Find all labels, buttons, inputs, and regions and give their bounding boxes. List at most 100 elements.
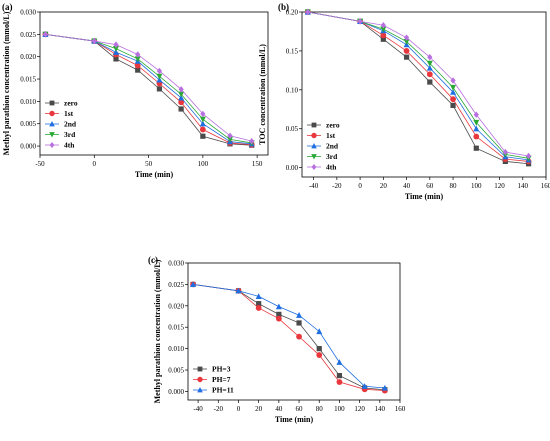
legend-label: PH=3 [212, 365, 231, 374]
legend-label: 4th [64, 141, 75, 150]
data-point-2nd [450, 88, 457, 95]
legend-label: 1st [64, 109, 74, 118]
x-axis-label: Time (min) [275, 415, 314, 424]
y-tick-label: 0.025 [168, 281, 184, 289]
x-tick-label: 0 [237, 405, 241, 413]
panel-b-toc-cycles: -40 -20 0 20 40 60 80 100 120 140 160 0.00 0.05 0.10 0… [258, 2, 550, 201]
x-axis-label: Time (min) [135, 170, 174, 179]
data-point-4th [525, 152, 532, 160]
data-point-2nd [156, 76, 163, 83]
data-point-zero [156, 86, 163, 92]
x-tick-label: 60 [426, 182, 434, 190]
y-tick-label: 0.000 [168, 388, 184, 396]
data-point-PH=7 [336, 379, 343, 385]
data-point-4th [200, 110, 206, 118]
data-point-zero [403, 54, 410, 60]
legend-label: 2nd [326, 142, 339, 151]
x-tick-label: -40 [193, 405, 203, 413]
y-tick-label: 0.015 [20, 76, 36, 84]
y-tick-label: 0.00 [286, 164, 299, 172]
data-point-PH=3 [296, 320, 302, 326]
data-point-PH=3 [336, 372, 343, 379]
panel-label: (b) [278, 2, 289, 12]
data-point-3rd [156, 73, 163, 80]
x-tick-label: 100 [334, 405, 345, 413]
data-point-2nd [426, 64, 433, 71]
data-point-1st [199, 126, 206, 133]
y-tick-label: 0.05 [286, 125, 299, 133]
data-point-2nd [473, 125, 480, 132]
series-line-4th [45, 33, 252, 142]
plot-frame [187, 262, 401, 401]
data-point-4th [473, 111, 479, 118]
x-tick-label: 40 [403, 182, 411, 190]
data-point-3rd [134, 56, 141, 63]
y-tick-label: 0.025 [20, 31, 36, 39]
legend-marker [49, 142, 55, 148]
panel-c-ph-effect: -40 -20 0 20 40 60 80 100 120 140 160 0.000 0.005 0.0… [148, 255, 406, 424]
legend-label: zero [64, 99, 78, 108]
data-point-3rd [426, 60, 433, 67]
data-point-PH=11 [381, 384, 388, 391]
x-tick-label: 140 [518, 182, 529, 190]
data-point-4th [357, 18, 363, 25]
y-tick-label: 0.005 [168, 367, 184, 375]
legend-marker [311, 122, 317, 128]
y-axis-label: Methyl parathion concentration (mmol/L) [153, 259, 162, 403]
data-point-2nd [178, 94, 185, 101]
data-point-PH=3 [276, 311, 282, 317]
data-point-1st [403, 48, 410, 54]
x-tick-label: -20 [332, 182, 342, 190]
data-point-4th [156, 67, 163, 75]
x-tick-label: 20 [380, 182, 388, 190]
data-point-4th [42, 31, 49, 38]
x-tick-label: 50 [145, 160, 153, 168]
data-point-1st [473, 133, 480, 140]
y-axis-label: TOC concentration (mmol/L) [258, 44, 267, 145]
x-tick-label: -20 [214, 405, 224, 413]
y-axis-label: Methyl parathion concentration (mmol/L) [2, 11, 11, 155]
y-tick-label: 0.010 [20, 98, 36, 106]
data-point-PH=7 [296, 333, 302, 340]
data-point-4th [135, 51, 141, 58]
y-tick-label: 0.10 [286, 86, 299, 94]
data-point-1st [380, 32, 387, 39]
legend-label: 3rd [326, 152, 338, 161]
data-point-PH=7 [255, 305, 262, 311]
x-tick-label: 140 [375, 405, 386, 413]
legend-marker [197, 366, 203, 372]
data-point-PH=11 [336, 359, 343, 365]
data-point-4th [113, 41, 119, 48]
x-tick-label: 160 [541, 182, 550, 190]
data-point-1st [134, 62, 141, 69]
x-tick-label: 120 [494, 182, 505, 190]
data-point-PH=7 [275, 315, 282, 322]
legend-label: zero [326, 121, 340, 130]
legend-label: 2nd [64, 120, 77, 129]
data-point-4th [227, 132, 233, 139]
y-tick-label: 0.030 [168, 260, 184, 268]
data-point-4th [249, 137, 255, 145]
legend-marker [311, 143, 317, 149]
x-tick-label: 120 [354, 405, 365, 413]
legend-marker [49, 132, 55, 138]
legend-label: 1st [326, 131, 336, 140]
x-tick-label: 60 [296, 405, 304, 413]
y-tick-label: 0.030 [20, 9, 36, 17]
data-point-PH=11 [296, 312, 303, 318]
series-line-2nd [307, 11, 529, 161]
legend-label: 4th [326, 163, 337, 172]
x-tick-label: 0 [93, 160, 97, 168]
data-point-PH=11 [316, 328, 323, 335]
y-tick-label: 0.015 [168, 324, 184, 332]
x-tick-label: 150 [252, 160, 263, 168]
data-point-zero [473, 145, 479, 151]
legend-marker [49, 121, 55, 127]
data-point-PH=11 [361, 383, 368, 389]
y-tick-label: 0.20 [286, 9, 299, 17]
data-point-3rd [178, 91, 185, 98]
data-point-4th [380, 22, 386, 29]
plot-frame [39, 11, 269, 156]
data-point-4th [450, 77, 456, 84]
